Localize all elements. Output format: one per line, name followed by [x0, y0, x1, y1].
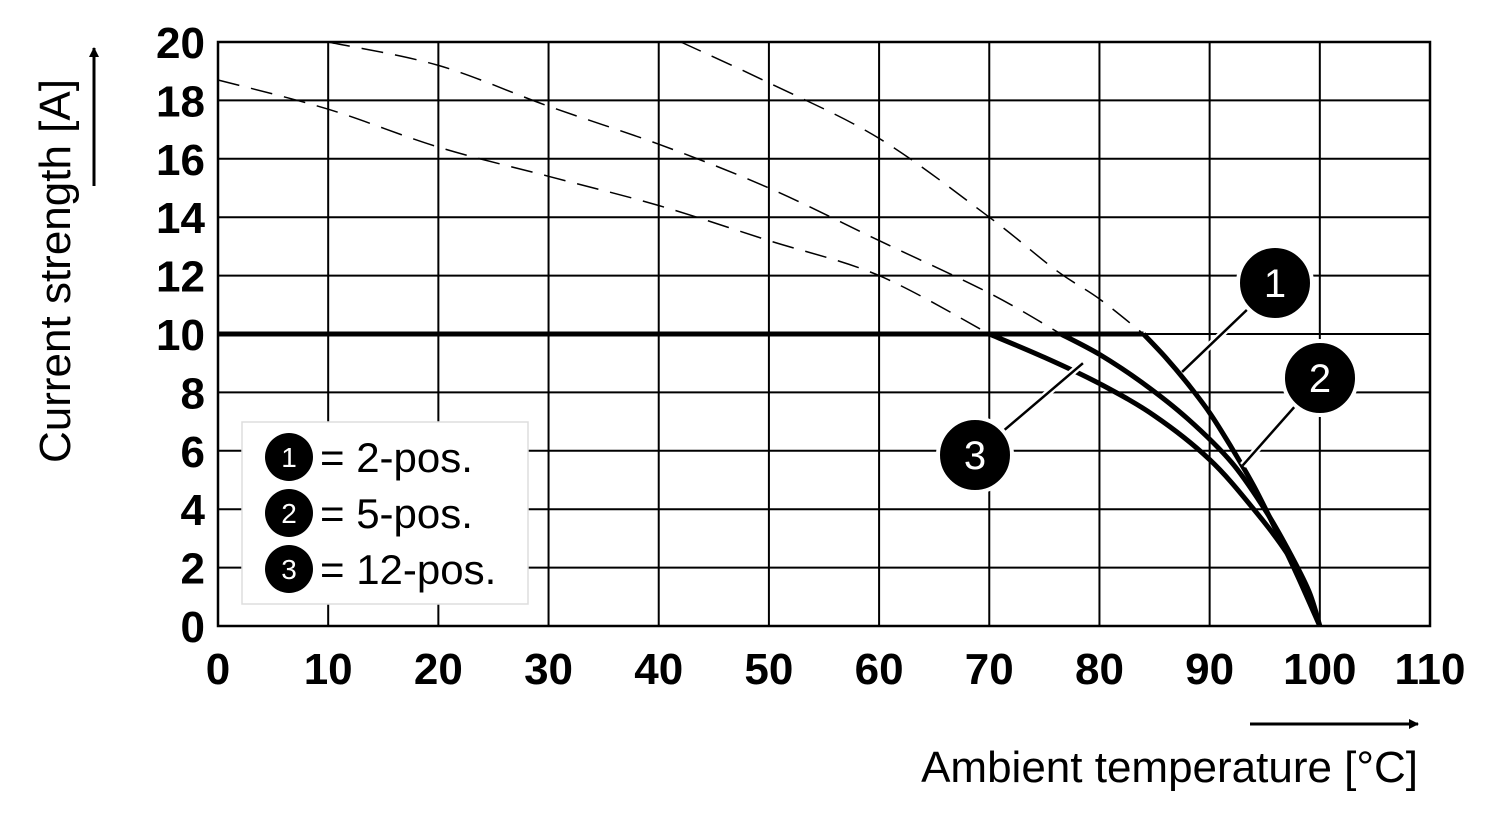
- series-2-dashed-extension: [328, 41, 1062, 335]
- series-1-dashed-extension: [680, 41, 1144, 335]
- series-3-derating-curve: [988, 331, 1323, 627]
- legend-entry: 1 = 2-pos.: [265, 433, 473, 481]
- callout-number: 3: [964, 434, 986, 478]
- legend-label: = 5-pos.: [320, 490, 473, 537]
- x-axis-title: Ambient temperature [°C]: [921, 743, 1418, 792]
- x-tick-label: 100: [1283, 645, 1356, 694]
- curve-callouts: 1 2 3: [936, 244, 1359, 494]
- y-tick-label: 8: [181, 369, 205, 418]
- callout-number: 1: [1264, 262, 1286, 306]
- x-tick-label: 0: [206, 645, 230, 694]
- series-3-dashed-extension: [217, 79, 990, 335]
- x-tick-label: 30: [524, 645, 573, 694]
- y-axis-title: Current strength [A]: [31, 79, 80, 463]
- y-tick-label: 0: [181, 603, 205, 652]
- y-tick-label: 10: [156, 311, 205, 360]
- legend-label: = 12-pos.: [320, 546, 496, 593]
- curves: [217, 41, 1323, 628]
- legend-marker-number: 1: [281, 442, 297, 473]
- legend-label: = 2-pos.: [320, 434, 473, 481]
- x-tick-label: 110: [1395, 645, 1466, 694]
- legend-marker-circle: [265, 545, 313, 593]
- legend-entry: 3 = 12-pos.: [265, 545, 496, 593]
- x-tick-label: 40: [634, 645, 683, 694]
- y-tick-label: 14: [156, 194, 205, 243]
- legend-marker-number: 2: [281, 498, 297, 529]
- legend-marker-circle: [265, 489, 313, 537]
- y-tick-label: 16: [156, 136, 205, 185]
- y-tick-label: 6: [181, 428, 205, 477]
- y-tick-label: 12: [156, 253, 205, 302]
- legend-entry: 2 = 5-pos.: [265, 489, 473, 537]
- callout-marker-3: 3: [936, 360, 1086, 494]
- callout-marker-1: 1: [1179, 244, 1314, 375]
- x-tick-label: 90: [1185, 645, 1234, 694]
- legend-marker-circle: [265, 433, 313, 481]
- y-tick-label: 20: [156, 19, 205, 68]
- y-tick-label: 2: [181, 545, 205, 594]
- x-tick-label: 60: [855, 645, 904, 694]
- callout-circle: [1236, 244, 1314, 322]
- y-tick-label: 4: [181, 486, 206, 535]
- legend-marker-number: 3: [281, 554, 297, 585]
- x-tick-label: 20: [414, 645, 463, 694]
- x-tick-label: 70: [965, 645, 1014, 694]
- callout-circle: [1281, 339, 1359, 417]
- callout-number: 2: [1309, 357, 1331, 401]
- x-tick-label: 10: [304, 645, 353, 694]
- x-tick-label: 50: [744, 645, 793, 694]
- callout-marker-2: 2: [1240, 339, 1359, 468]
- x-tick-label: 80: [1075, 645, 1124, 694]
- legend: 1 = 2-pos. 2 = 5-pos. 3 = 12-pos.: [241, 421, 529, 605]
- tick-labels: 0 10 20 30 40 50 60 70 80 90 100 110024681012141618…: [156, 19, 1465, 694]
- callout-circle: [936, 416, 1014, 494]
- y-tick-label: 18: [156, 77, 205, 126]
